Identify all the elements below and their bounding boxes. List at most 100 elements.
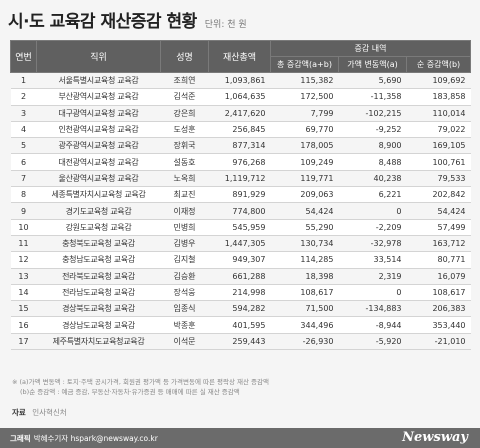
cell-no: 2: [10, 88, 37, 106]
cell-nc: 79,533: [406, 170, 471, 188]
footnotes: ※ (a)가액 변동액 : 토지·주택 공시가격, 회원권 평가액 등 가격변동…: [12, 377, 269, 397]
cell-total: 877,314: [208, 137, 271, 155]
cell-vc: -11,358: [338, 88, 407, 106]
cell-nc: 169,105: [406, 137, 471, 155]
cell-nc: 110,014: [406, 105, 471, 122]
cell-no: 13: [10, 268, 37, 285]
cell-position: 인천광역시교육청 교육감: [36, 121, 161, 139]
table-row: 7 울산광역시교육청 교육감 노옥희 1,119,712 119,771 40,238 79…: [10, 170, 471, 188]
footer-credit: 박혜수기자 hspark@newsway.co.kr: [33, 433, 158, 443]
cell-tc: 7,799: [270, 105, 339, 122]
cell-name: 도성훈: [160, 121, 209, 139]
table-row: 14 전라남도교육청 교육감 장석웅 214,998 108,617 0 108,617: [10, 284, 471, 302]
table-row: 13 전라북도교육청 교육감 김승환 661,288 18,398 2,319 16,079: [10, 268, 471, 285]
cell-no: 11: [10, 235, 37, 253]
table-row: 10 강원도교육청 교육감 민병희 545,959 55,290 -2,209 57,499: [10, 219, 471, 236]
cell-name: 이재정: [160, 202, 209, 220]
footnote-b: (b)순 증감액 : 예금 증감, 부동산·자동차·유가증권 등 매매에 따른 …: [20, 388, 240, 396]
cell-total: 661,288: [208, 268, 271, 285]
footer-label: 그래픽: [10, 433, 31, 443]
cell-vc: 0: [338, 202, 407, 220]
cell-position: 서울특별시교육청 교육감: [36, 72, 161, 90]
cell-total: 545,959: [208, 219, 271, 236]
cell-position: 대전광역시교육청 교육감: [36, 153, 161, 171]
cell-vc: 5,690: [338, 72, 407, 90]
cell-vc: -32,978: [338, 235, 407, 253]
cell-name: 김병우: [160, 235, 209, 253]
cell-vc: -5,920: [338, 333, 407, 351]
cell-nc: 80,771: [406, 251, 471, 269]
cell-vc: -2,209: [338, 219, 407, 236]
cell-tc: 55,290: [270, 219, 339, 236]
col-name: 성명: [160, 40, 209, 73]
cell-tc: 344,496: [270, 316, 339, 334]
col-total-change: 총 증감액(a+b): [270, 56, 339, 73]
cell-position: 광주광역시교육청 교육감: [36, 137, 161, 155]
cell-total: 594,282: [208, 300, 271, 318]
cell-position: 부산광역시교육청 교육감: [36, 88, 161, 106]
cell-total: 891,929: [208, 186, 271, 204]
table-row: 3 대구광역시교육청 교육감 강은희 2,417,620 7,799 -102,215 11…: [10, 105, 471, 122]
cell-nc: 16,079: [406, 268, 471, 285]
cell-name: 김지철: [160, 251, 209, 269]
cell-tc: 114,285: [270, 251, 339, 269]
table-row: 16 경상남도교육청 교육감 박종훈 401,595 344,496 -8,944 353,…: [10, 316, 471, 334]
cell-tc: 209,063: [270, 186, 339, 204]
cell-no: 7: [10, 170, 37, 188]
cell-total: 949,307: [208, 251, 271, 269]
footnote-a: ※ (a)가액 변동액 : 토지·주택 공시가격, 회원권 평가액 등 가격변동…: [12, 378, 269, 386]
cell-name: 이석문: [160, 333, 209, 351]
cell-tc: 54,424: [270, 202, 339, 220]
cell-position: 전라남도교육청 교육감: [36, 284, 161, 302]
cell-total: 214,998: [208, 284, 271, 302]
cell-name: 강은희: [160, 105, 209, 122]
header: 시·도 교육감 재산증감 현황 단위: 천 원: [8, 7, 247, 33]
cell-name: 박종훈: [160, 316, 209, 334]
cell-nc: 163,712: [406, 235, 471, 253]
cell-nc: 108,617: [406, 284, 471, 302]
cell-total: 774,800: [208, 202, 271, 220]
cell-nc: 100,761: [406, 153, 471, 171]
cell-tc: 172,500: [270, 88, 339, 106]
cell-vc: -9,252: [338, 121, 407, 139]
cell-no: 10: [10, 219, 37, 236]
cell-nc: -21,010: [406, 333, 471, 351]
table-row: 2 부산광역시교육청 교육감 김석준 1,064,635 172,500 -11,358 1…: [10, 88, 471, 106]
cell-name: 김석준: [160, 88, 209, 106]
cell-name: 노옥희: [160, 170, 209, 188]
table-row: 11 충청북도교육청 교육감 김병우 1,447,305 130,734 -32,978 1…: [10, 235, 471, 253]
cell-position: 세종특별자치시교육청 교육감: [36, 186, 161, 204]
cell-total: 1,064,635: [208, 88, 271, 106]
cell-nc: 79,022: [406, 121, 471, 139]
cell-total: 259,443: [208, 333, 271, 351]
table-row: 8 세종특별자치시교육청 교육감 최교진 891,929 209,063 6,221 202…: [10, 186, 471, 204]
cell-position: 경상북도교육청 교육감: [36, 300, 161, 318]
cell-no: 15: [10, 300, 37, 318]
cell-vc: 8,900: [338, 137, 407, 155]
cell-position: 경기도교육청 교육감: [36, 202, 161, 220]
cell-nc: 183,858: [406, 88, 471, 106]
cell-no: 12: [10, 251, 37, 269]
header-row: 연번 직위 성명 재산총액 증감 내역: [10, 40, 472, 73]
cell-vc: 40,238: [338, 170, 407, 188]
cell-nc: 206,383: [406, 300, 471, 318]
cell-nc: 202,842: [406, 186, 471, 204]
cell-total: 256,845: [208, 121, 271, 139]
cell-no: 17: [10, 333, 37, 351]
cell-nc: 54,424: [406, 202, 471, 220]
cell-nc: 353,440: [406, 316, 471, 334]
cell-total: 1,093,861: [208, 72, 271, 90]
cell-no: 16: [10, 316, 37, 334]
cell-vc: 0: [338, 284, 407, 302]
footer-bar: 그래픽 박혜수기자 hspark@newsway.co.kr Newsway: [0, 428, 480, 448]
cell-tc: 119,771: [270, 170, 339, 188]
cell-vc: -102,215: [338, 105, 407, 122]
cell-position: 전라북도교육청 교육감: [36, 268, 161, 285]
cell-name: 임종식: [160, 300, 209, 318]
newsway-logo: Newsway: [402, 430, 468, 445]
table-row: 17 제주특별자치도교육청교육감 이석문 259,443 -26,930 -5,920 -2…: [10, 333, 471, 351]
cell-name: 최교진: [160, 186, 209, 204]
cell-name: 김승환: [160, 268, 209, 285]
cell-name: 민병희: [160, 219, 209, 236]
col-total: 재산총액: [208, 40, 271, 73]
